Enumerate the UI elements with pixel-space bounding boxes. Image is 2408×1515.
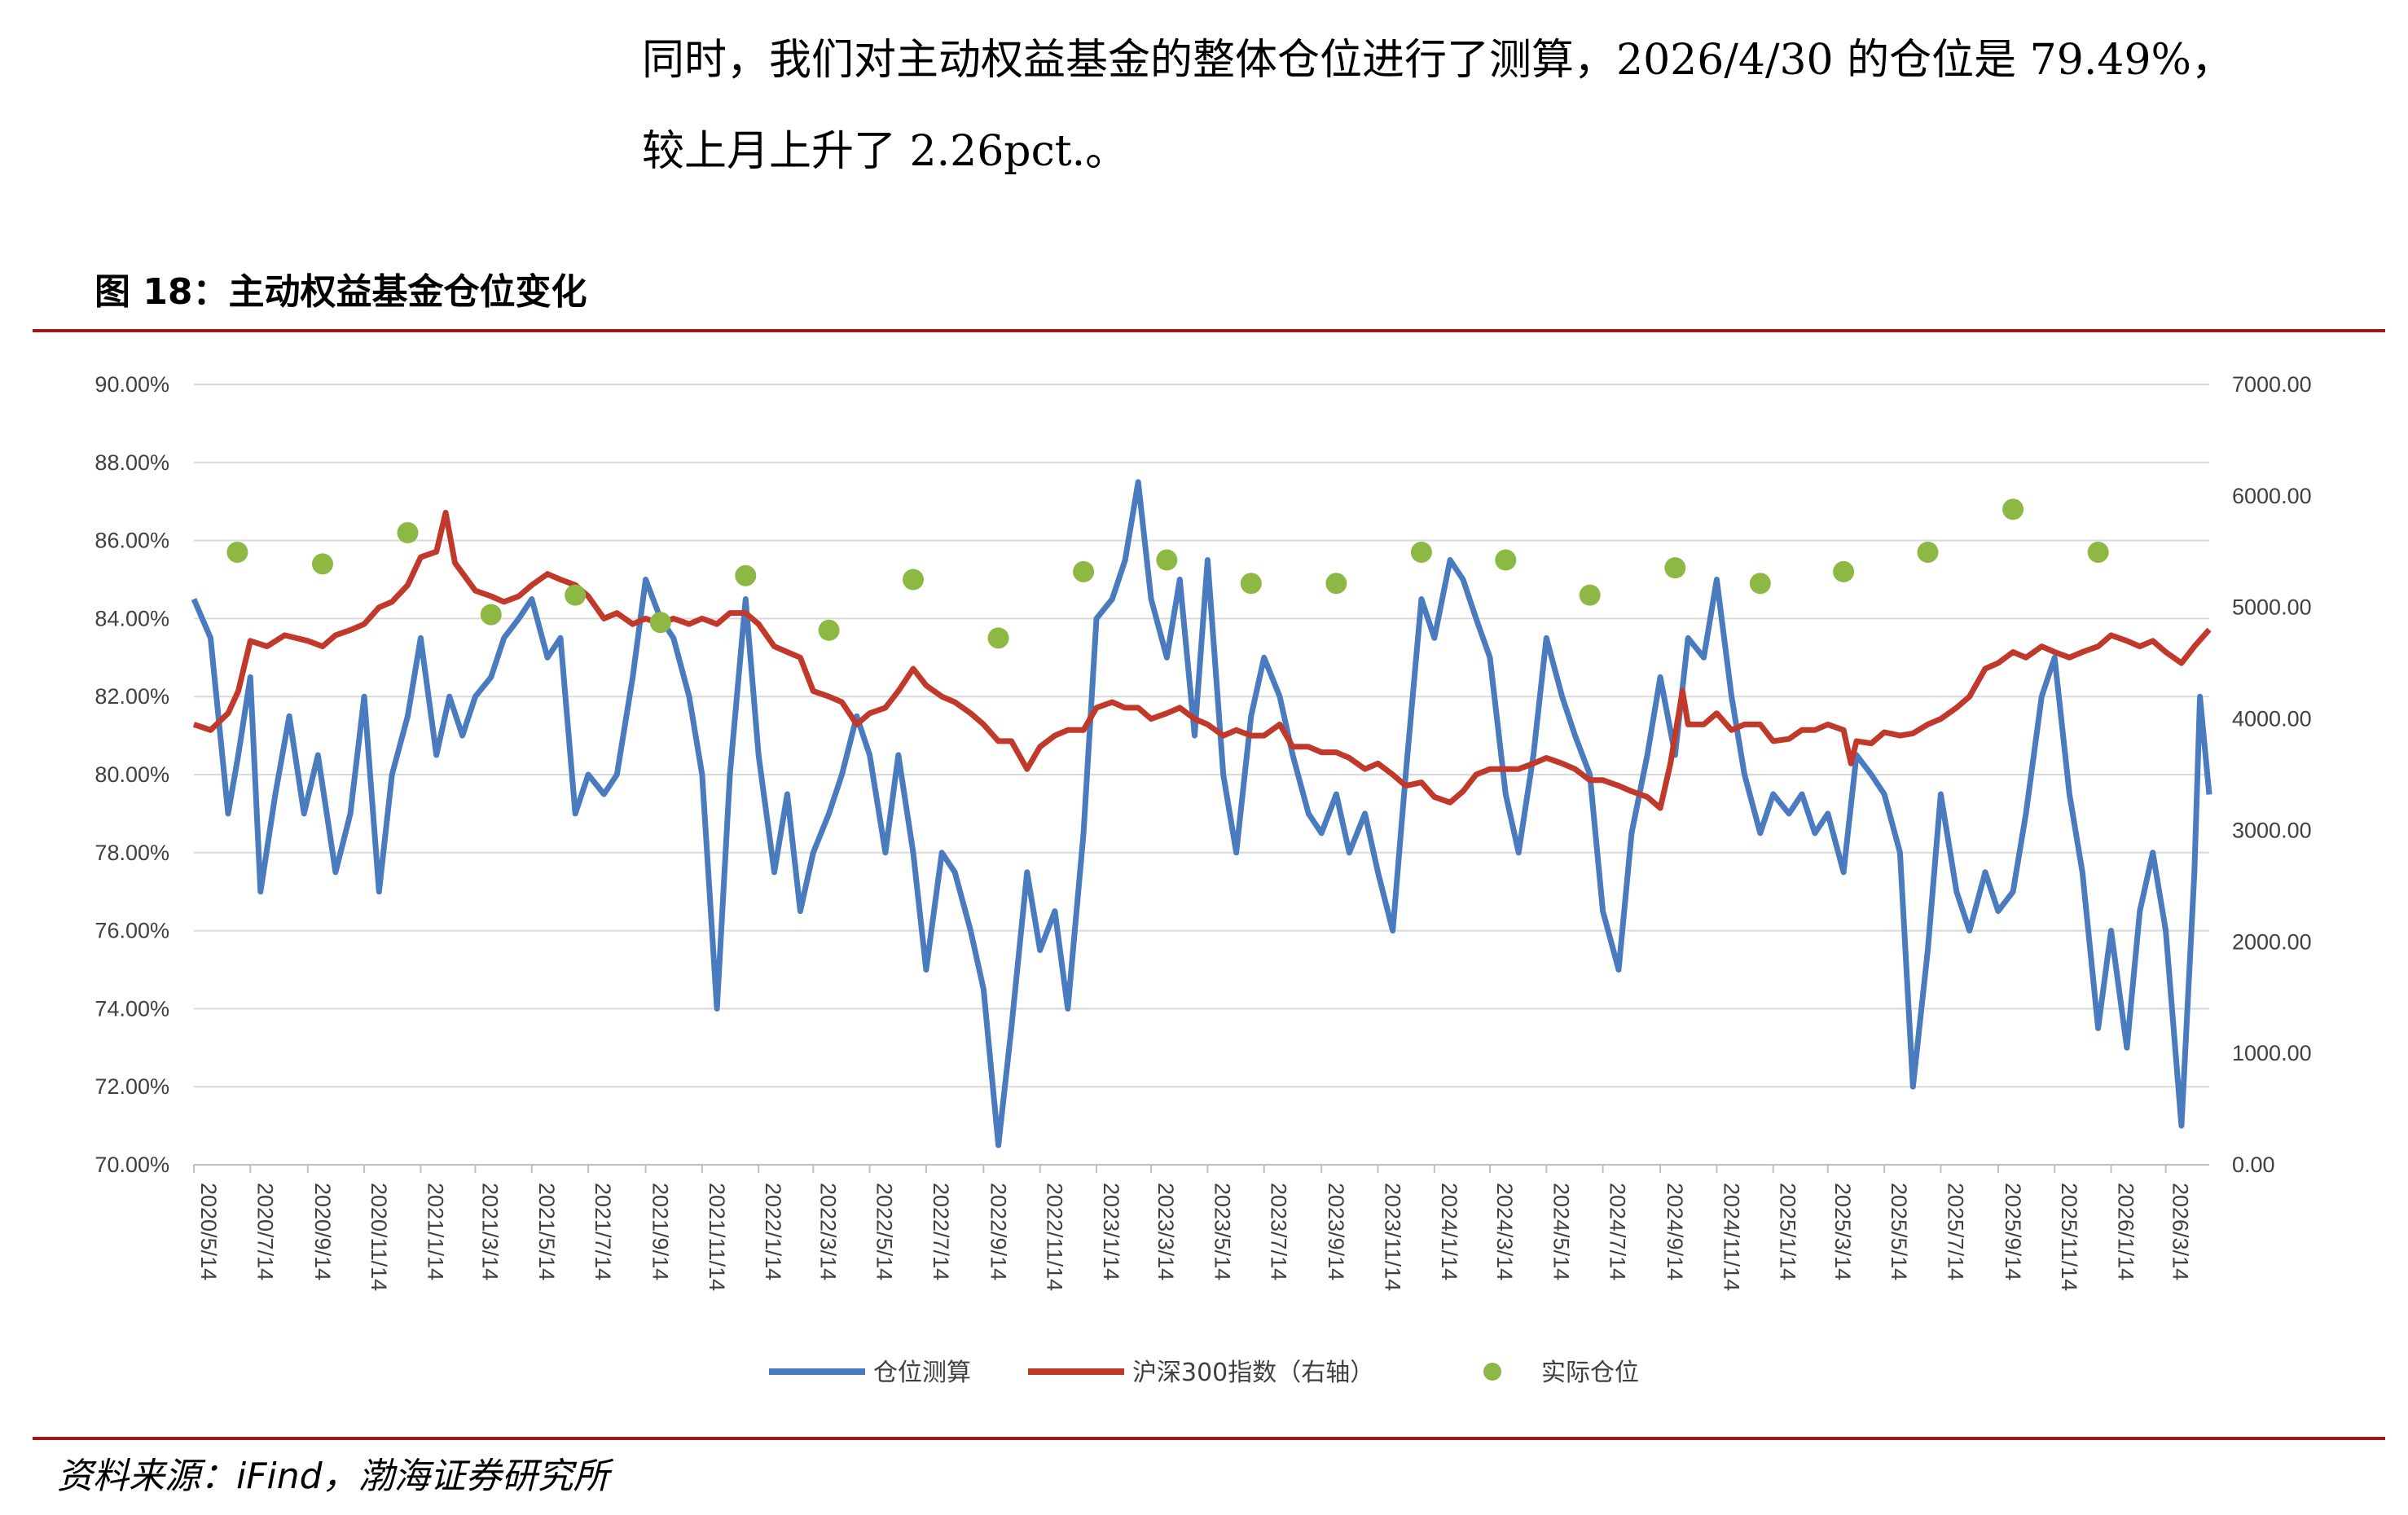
- x-tick-label: 2025/1/14: [1776, 1183, 1800, 1280]
- legend-actual-position-label: 实际仓位: [1541, 1359, 1639, 1387]
- source-note: 资料来源：iFind，渤海证券研究所: [57, 1456, 609, 1497]
- actual-position-dot: [2087, 541, 2109, 563]
- y-right-tick-label: 5000.00: [2232, 595, 2312, 620]
- x-tick-label: 2025/3/14: [1830, 1183, 1855, 1280]
- y-left-tick-label: 80.00%: [94, 762, 169, 787]
- y-left-tick-label: 74.00%: [94, 996, 169, 1021]
- x-tick-label: 2021/7/14: [591, 1183, 615, 1280]
- figure-title: 图 18：主动权益基金仓位变化: [94, 271, 587, 313]
- x-tick-label: 2020/7/14: [253, 1183, 277, 1280]
- x-tick-label: 2022/5/14: [872, 1183, 897, 1280]
- actual-position-dot: [311, 553, 333, 575]
- paragraph-line-1: 同时，我们对主动权益基金的整体仓位进行了测算，2026/4/30 的仓位是 79…: [642, 36, 2234, 85]
- x-tick-label: 2026/3/14: [2169, 1183, 2193, 1280]
- y-left-tick-label: 86.00%: [94, 529, 169, 553]
- y-left-tick-label: 72.00%: [94, 1074, 169, 1099]
- x-tick-label: 2022/3/14: [815, 1183, 840, 1280]
- actual-position-dot: [987, 627, 1009, 649]
- actual-position-dot: [649, 612, 671, 634]
- legend-actual-position-swatch: [1483, 1363, 1501, 1381]
- x-tick-label: 2024/3/14: [1492, 1183, 1517, 1280]
- y-left-tick-label: 70.00%: [94, 1153, 169, 1177]
- x-tick-label: 2022/7/14: [929, 1183, 953, 1280]
- y-right-tick-label: 3000.00: [2232, 818, 2312, 842]
- y-left-tick-label: 88.00%: [94, 450, 169, 475]
- x-tick-label: 2025/9/14: [2001, 1183, 2025, 1280]
- title-rule: [33, 329, 2385, 332]
- x-tick-label: 2020/11/14: [367, 1183, 391, 1291]
- y-left-tick-label: 82.00%: [94, 684, 169, 709]
- actual-position-dot: [2002, 498, 2024, 520]
- x-tick-label: 2025/7/14: [1943, 1183, 1967, 1280]
- y-right-tick-label: 1000.00: [2232, 1041, 2312, 1065]
- legend: 仓位测算 沪深300指数（右轴） 实际仓位: [769, 1359, 1639, 1387]
- y-right-tick-label: 4000.00: [2232, 707, 2312, 731]
- actual-position-dot: [1833, 560, 1855, 582]
- source-rule: [33, 1437, 2385, 1440]
- x-tick-label: 2023/11/14: [1380, 1183, 1404, 1291]
- actual-position-dot: [818, 619, 840, 641]
- actual-position-dot: [1073, 560, 1095, 582]
- x-tick-label: 2024/11/14: [1719, 1183, 1743, 1291]
- actual-position-dot: [480, 604, 502, 626]
- actual-position-dot: [397, 522, 419, 544]
- actual-position-dot: [1664, 557, 1686, 579]
- x-tick-label: 2020/5/14: [196, 1183, 221, 1280]
- y-right-tick-label: 7000.00: [2232, 372, 2312, 397]
- x-tick-label: 2021/9/14: [648, 1183, 673, 1280]
- grid-lines: [194, 384, 2209, 1166]
- x-tick-label: 2022/9/14: [986, 1183, 1010, 1280]
- x-tick-label: 2024/5/14: [1549, 1183, 1573, 1280]
- x-tick-label: 2022/1/14: [761, 1183, 785, 1280]
- estimated-position-line: [191, 479, 2212, 1148]
- series: [191, 479, 2212, 1148]
- x-tick-label: 2023/9/14: [1324, 1183, 1348, 1280]
- y-right-tick-label: 6000.00: [2232, 484, 2312, 508]
- actual-position-dot: [1917, 541, 1939, 563]
- actual-position-dot: [1749, 573, 1771, 595]
- csi300-line: [192, 509, 2212, 811]
- x-tick-label: 2023/1/14: [1099, 1183, 1123, 1280]
- x-tick-label: 2023/5/14: [1210, 1183, 1234, 1280]
- y-right-tick-label: 0.00: [2232, 1153, 2275, 1177]
- x-tick-label: 2024/9/14: [1663, 1183, 1687, 1280]
- x-tick-label: 2026/1/14: [2114, 1183, 2138, 1280]
- actual-position-dot: [1240, 573, 1262, 595]
- y-left-tick-label: 76.00%: [94, 919, 169, 943]
- x-tick-label: 2021/3/14: [477, 1183, 502, 1280]
- x-tick-label: 2023/7/14: [1267, 1183, 1291, 1280]
- legend-csi300-label: 沪深300指数（右轴）: [1132, 1359, 1374, 1387]
- x-tick-label: 2024/1/14: [1437, 1183, 1461, 1280]
- actual-position-dot: [903, 569, 925, 591]
- y-left-tick-label: 84.00%: [94, 606, 169, 630]
- actual-position-dot: [226, 541, 248, 563]
- actual-position-dot: [1495, 549, 1517, 571]
- x-tick-label: 2025/11/14: [2057, 1183, 2081, 1291]
- position-chart: 70.00% 72.00% 74.00% 76.00% 78.00% 80.00% 82.0…: [94, 372, 2311, 1387]
- x-tick-label: 2021/1/14: [423, 1183, 447, 1280]
- paragraph-line-2: 较上月上升了 2.26pct.。: [642, 127, 1128, 176]
- x-tick-label: 2023/3/14: [1153, 1183, 1178, 1280]
- x-tick-label: 2021/5/14: [534, 1183, 559, 1280]
- x-tick-label: 2022/11/14: [1043, 1183, 1067, 1291]
- actual-position-dot: [1325, 573, 1347, 595]
- actual-position-dot: [1579, 584, 1601, 606]
- x-tick-label: 2020/9/14: [310, 1183, 335, 1280]
- actual-position-dot: [565, 584, 587, 606]
- x-tick-label: 2024/7/14: [1606, 1183, 1630, 1280]
- y-right-tick-label: 2000.00: [2232, 929, 2312, 954]
- x-tick-label: 2021/11/14: [705, 1183, 729, 1291]
- actual-position-dot: [1410, 541, 1432, 563]
- y-left-tick-label: 90.00%: [94, 372, 169, 397]
- axes: 70.00% 72.00% 74.00% 76.00% 78.00% 80.00% 82.0…: [94, 372, 2311, 1291]
- actual-position-dot: [1156, 549, 1178, 571]
- y-left-tick-label: 78.00%: [94, 841, 169, 865]
- x-tick-label: 2025/5/14: [1887, 1183, 1911, 1280]
- actual-position-dot: [735, 564, 757, 586]
- legend-estimated-position-label: 仓位测算: [873, 1359, 971, 1387]
